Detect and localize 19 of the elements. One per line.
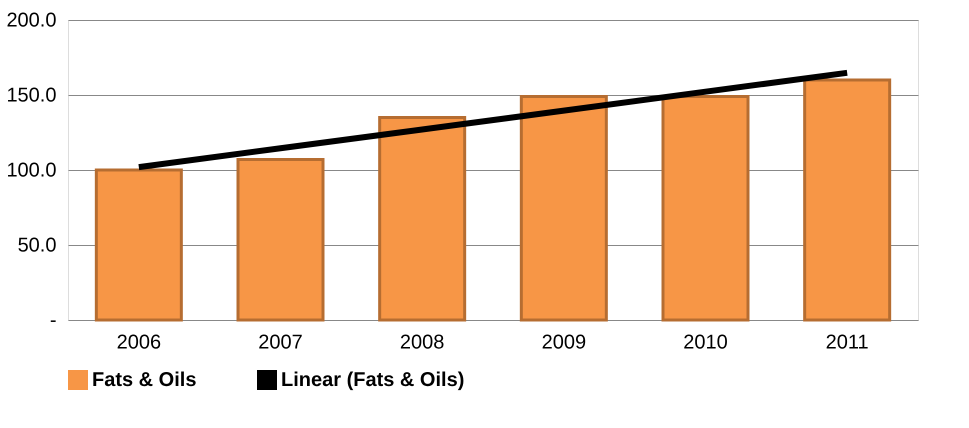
bar: [236, 158, 324, 322]
bar: [378, 116, 466, 322]
y-tick-label: 100.0: [6, 160, 56, 182]
bar: [803, 78, 892, 322]
x-tick-label: 2009: [542, 332, 586, 354]
x-tick-label: 2006: [116, 332, 162, 354]
y-tick-label: 150.0: [6, 84, 56, 106]
x-tick-label: 2007: [258, 332, 303, 354]
bar: [662, 95, 750, 322]
legend-label: Linear (Fats & Oils): [281, 369, 464, 391]
y-tick-label: 50.0: [18, 234, 56, 256]
x-tick-label: 2011: [826, 332, 869, 354]
y-tick-label: -: [50, 310, 56, 332]
y-tick-label: 200.0: [6, 10, 56, 32]
bar: [94, 168, 183, 322]
x-tick-label: 2010: [683, 332, 728, 354]
x-tick-label: 2008: [400, 332, 444, 354]
legend-label: Fats & Oils: [92, 369, 196, 391]
bar: [520, 95, 608, 322]
